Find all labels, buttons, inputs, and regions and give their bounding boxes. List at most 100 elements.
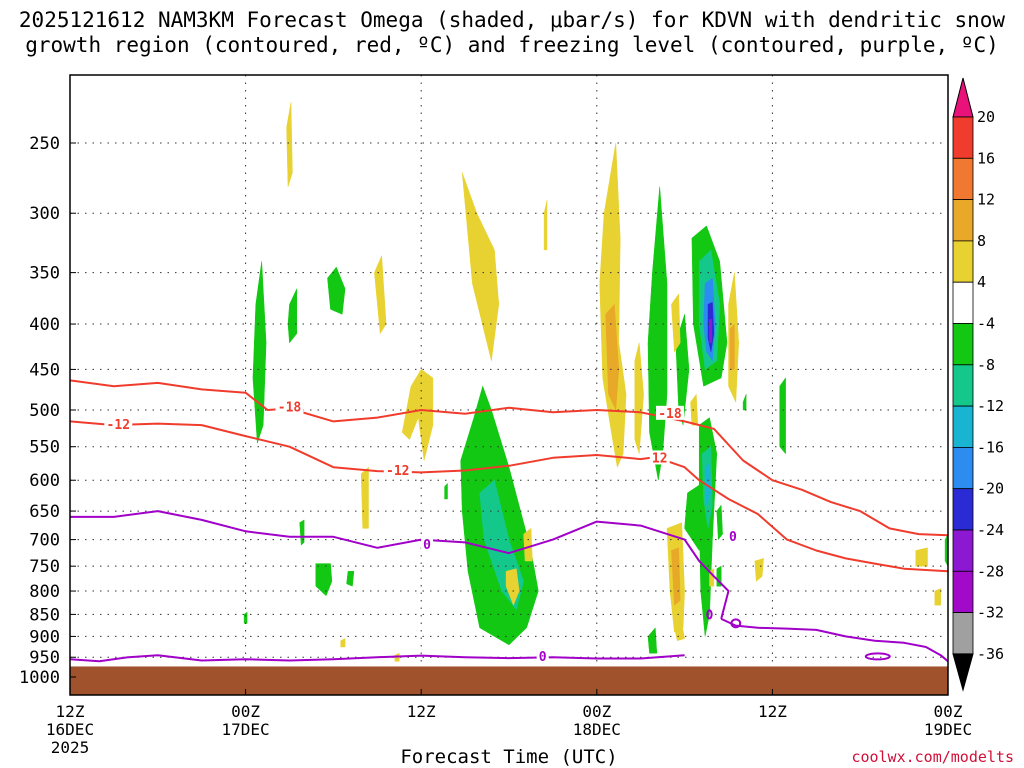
colorbar-label: -8 (977, 356, 995, 374)
omega-shaded-area (729, 323, 735, 370)
y-axis: 2503003504004505005506006507007508008509… (19, 134, 76, 688)
colorbar-swatch (952, 240, 974, 283)
y-tick-label: 900 (29, 627, 60, 647)
colorbar-top-arrow (952, 77, 974, 118)
colorbar-label: -24 (977, 521, 1004, 539)
y-tick-label: 850 (29, 605, 60, 625)
y-tick-label: 250 (29, 134, 60, 154)
y-tick-label: 550 (29, 438, 60, 458)
contour-label: 0 (729, 530, 737, 545)
colorbar-swatch (952, 446, 974, 490)
x-tick-label: 19DEC (924, 720, 972, 739)
x-tick-label: 00Z (231, 702, 260, 721)
colorbar-label: -32 (977, 604, 1004, 622)
x-tick-label: 12Z (758, 702, 787, 721)
omega-shaded-area (599, 142, 627, 468)
colorbar-label: -20 (977, 480, 1004, 498)
y-tick-label: 700 (29, 531, 60, 551)
y-tick-label: 500 (29, 401, 60, 421)
contour-freezing_level (70, 510, 730, 620)
contour-label: -18 (658, 407, 682, 422)
contour-label-bg (421, 537, 434, 552)
colorbar-swatch (952, 405, 974, 448)
x-tick-label: 00Z (934, 702, 963, 721)
credit-url[interactable]: coolwx.com/modelts (851, 748, 1014, 766)
omega-shaded-area (674, 623, 685, 641)
colorbar-label: 8 (977, 232, 986, 250)
y-tick-label: 650 (29, 502, 60, 522)
omega-shaded-area (374, 255, 387, 334)
omega-shaded-area (779, 377, 786, 454)
colorbar-swatch (952, 199, 974, 242)
freezing-level-loop (730, 618, 742, 629)
omega-shaded-area (505, 568, 520, 606)
y-tick-label: 800 (29, 582, 60, 602)
contour-label: -12 (386, 464, 409, 479)
colorbar-label: -12 (977, 397, 1004, 415)
contour-label: 12 (652, 451, 668, 466)
omega-shaded-area (315, 563, 333, 597)
omega-shaded-area (543, 199, 548, 251)
contour-dgz_top (70, 379, 948, 537)
omega-shaded-area (708, 318, 712, 344)
x-tick-label: 00Z (582, 702, 611, 721)
colorbar-swatch (952, 529, 974, 572)
y-tick-label: 450 (29, 360, 60, 380)
colorbar-swatch (952, 116, 974, 159)
omega-shaded-area (634, 342, 644, 454)
colorbar-label: -4 (977, 315, 995, 333)
omega-shaded-area (690, 394, 699, 426)
colorbar-swatch (952, 612, 974, 655)
omega-shaded-area (647, 186, 668, 481)
omega-shaded-area (401, 369, 434, 461)
colorbar-swatch (952, 157, 974, 201)
colorbar-label: 20 (977, 108, 995, 126)
colorbar-swatch (952, 281, 974, 324)
omega-shaded-area (444, 483, 448, 500)
omega-shaded-area (716, 504, 723, 540)
colorbar-label: -16 (977, 438, 1004, 456)
plot-content: -12 -18 -12 -18 12 0 0 0 (70, 75, 948, 695)
omega-shaded-area (252, 261, 267, 444)
colorbar-bottom-arrow (952, 653, 974, 692)
omega-shaded-area (754, 558, 764, 582)
chart-title-line-1: 2025121612 NAM3KM Forecast Omega (shaded… (19, 8, 1006, 32)
omega-shaded-area (340, 638, 346, 648)
contour-freezing_level_low (70, 654, 685, 663)
colorbar-swatch (952, 488, 974, 531)
contour-freezing_level_right (720, 617, 948, 663)
contour-label: 0 (423, 538, 431, 553)
omega-shaded-area (286, 102, 293, 187)
colorbar-swatch (952, 364, 974, 407)
plot-area: -12 -18 -12 -18 12 0 0 0 (70, 75, 948, 695)
contour-label-bg (275, 399, 304, 414)
colorbar-label: 4 (977, 273, 986, 291)
omega-shaded-area (327, 266, 346, 315)
contour-label: -12 (107, 418, 130, 433)
plot-frame (69, 74, 949, 696)
x-tick-label: 12Z (407, 702, 436, 721)
x-axis-label: Forecast Time (UTC) (400, 746, 617, 768)
omega-shaded-area (287, 288, 298, 344)
contour-dgz_bottom (70, 420, 948, 573)
colorbar-label: -36 (977, 645, 1004, 663)
omega-shaded-area (299, 519, 305, 546)
omega-shaded-area (671, 293, 681, 353)
y-tick-label: 950 (29, 648, 60, 668)
y-tick-label: 1000 (19, 668, 60, 688)
x-tick-label: 2025 (51, 738, 90, 757)
omega-shaded-area (243, 611, 248, 624)
omega-shaded-area (605, 304, 620, 411)
freezing-level-loop (706, 609, 713, 620)
contour-label-bg (383, 463, 412, 478)
omega-shaded-area (523, 528, 533, 562)
colorbar-label: 16 (977, 149, 995, 167)
chart-title-line-2: growth region (contoured, red, ºC) and f… (25, 33, 999, 57)
colorbar-label: 12 (977, 191, 995, 209)
y-tick-label: 400 (29, 315, 60, 335)
omega-shaded-area (346, 571, 355, 587)
y-tick-label: 300 (29, 204, 60, 224)
colorbar-swatch (952, 323, 974, 366)
